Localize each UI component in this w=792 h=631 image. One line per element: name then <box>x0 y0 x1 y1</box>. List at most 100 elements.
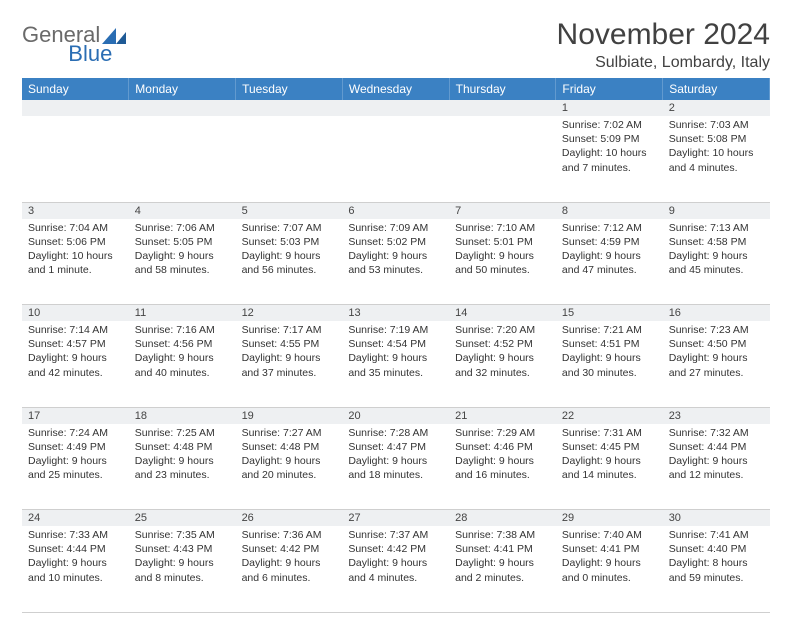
daylight-line: Daylight: 9 hours and 58 minutes. <box>135 249 230 277</box>
day-number: 17 <box>22 407 129 424</box>
day-number-row: 3456789 <box>22 202 770 219</box>
day-cell: Sunrise: 7:28 AMSunset: 4:47 PMDaylight:… <box>342 424 449 510</box>
day-details: Sunrise: 7:23 AMSunset: 4:50 PMDaylight:… <box>663 321 770 384</box>
day-cell <box>129 116 236 202</box>
sunset-line: Sunset: 4:55 PM <box>242 337 337 351</box>
sunset-line: Sunset: 4:46 PM <box>455 440 550 454</box>
sunset-line: Sunset: 5:09 PM <box>562 132 657 146</box>
day-number: 27 <box>342 510 449 527</box>
day-cell: Sunrise: 7:06 AMSunset: 5:05 PMDaylight:… <box>129 219 236 305</box>
day-cell: Sunrise: 7:27 AMSunset: 4:48 PMDaylight:… <box>236 424 343 510</box>
brand-word2: Blue <box>68 41 112 67</box>
day-details: Sunrise: 7:16 AMSunset: 4:56 PMDaylight:… <box>129 321 236 384</box>
daylight-line: Daylight: 9 hours and 18 minutes. <box>348 454 443 482</box>
day-number: 30 <box>663 510 770 527</box>
day-details: Sunrise: 7:37 AMSunset: 4:42 PMDaylight:… <box>342 526 449 589</box>
daylight-line: Daylight: 9 hours and 32 minutes. <box>455 351 550 379</box>
day-cell: Sunrise: 7:04 AMSunset: 5:06 PMDaylight:… <box>22 219 129 305</box>
sunset-line: Sunset: 4:40 PM <box>669 542 764 556</box>
header: General Blue November 2024 Sulbiate, Lom… <box>22 18 770 72</box>
sunrise-line: Sunrise: 7:02 AM <box>562 118 657 132</box>
day-cell: Sunrise: 7:29 AMSunset: 4:46 PMDaylight:… <box>449 424 556 510</box>
sunset-line: Sunset: 4:54 PM <box>348 337 443 351</box>
day-details: Sunrise: 7:21 AMSunset: 4:51 PMDaylight:… <box>556 321 663 384</box>
calendar-table: Sunday Monday Tuesday Wednesday Thursday… <box>22 78 770 613</box>
sunrise-line: Sunrise: 7:07 AM <box>242 221 337 235</box>
day-cell: Sunrise: 7:17 AMSunset: 4:55 PMDaylight:… <box>236 321 343 407</box>
day-details: Sunrise: 7:12 AMSunset: 4:59 PMDaylight:… <box>556 219 663 282</box>
day-cell: Sunrise: 7:19 AMSunset: 4:54 PMDaylight:… <box>342 321 449 407</box>
month-title: November 2024 <box>557 18 770 52</box>
day-number: 4 <box>129 202 236 219</box>
brand-logo: General Blue <box>22 22 128 48</box>
daylight-line: Daylight: 9 hours and 30 minutes. <box>562 351 657 379</box>
day-cell: Sunrise: 7:32 AMSunset: 4:44 PMDaylight:… <box>663 424 770 510</box>
daylight-line: Daylight: 9 hours and 53 minutes. <box>348 249 443 277</box>
sunset-line: Sunset: 4:42 PM <box>242 542 337 556</box>
day-cell: Sunrise: 7:21 AMSunset: 4:51 PMDaylight:… <box>556 321 663 407</box>
sunrise-line: Sunrise: 7:17 AM <box>242 323 337 337</box>
day-number: 14 <box>449 305 556 322</box>
day-number: 22 <box>556 407 663 424</box>
day-number: 28 <box>449 510 556 527</box>
day-details: Sunrise: 7:07 AMSunset: 5:03 PMDaylight:… <box>236 219 343 282</box>
day-number-row: 12 <box>22 100 770 116</box>
sunrise-line: Sunrise: 7:16 AM <box>135 323 230 337</box>
day-content-row: Sunrise: 7:02 AMSunset: 5:09 PM Daylight:… <box>22 116 770 202</box>
daylight-line: Daylight: 9 hours and 45 minutes. <box>669 249 764 277</box>
day-cell: Sunrise: 7:37 AMSunset: 4:42 PMDaylight:… <box>342 526 449 612</box>
day-cell: Sunrise: 7:24 AMSunset: 4:49 PMDaylight:… <box>22 424 129 510</box>
sunset-line: Sunset: 4:44 PM <box>28 542 123 556</box>
daylight-line: Daylight: 10 hours and 4 minutes. <box>669 146 764 174</box>
day-number: 11 <box>129 305 236 322</box>
day-details: Sunrise: 7:17 AMSunset: 4:55 PMDaylight:… <box>236 321 343 384</box>
day-details: Sunrise: 7:36 AMSunset: 4:42 PMDaylight:… <box>236 526 343 589</box>
sunset-line: Sunset: 4:57 PM <box>28 337 123 351</box>
daylight-line: Daylight: 9 hours and 4 minutes. <box>348 556 443 584</box>
day-cell: Sunrise: 7:31 AMSunset: 4:45 PMDaylight:… <box>556 424 663 510</box>
day-cell: Sunrise: 7:40 AMSunset: 4:41 PMDaylight:… <box>556 526 663 612</box>
day-cell: Sunrise: 7:25 AMSunset: 4:48 PMDaylight:… <box>129 424 236 510</box>
sunrise-line: Sunrise: 7:21 AM <box>562 323 657 337</box>
daylight-line: Daylight: 9 hours and 35 minutes. <box>348 351 443 379</box>
day-number: 26 <box>236 510 343 527</box>
day-details: Sunrise: 7:04 AMSunset: 5:06 PMDaylight:… <box>22 219 129 282</box>
sunrise-line: Sunrise: 7:04 AM <box>28 221 123 235</box>
day-number <box>129 100 236 116</box>
day-number: 3 <box>22 202 129 219</box>
day-number: 19 <box>236 407 343 424</box>
sunset-line: Sunset: 4:52 PM <box>455 337 550 351</box>
sunset-line: Sunset: 4:42 PM <box>348 542 443 556</box>
day-number: 2 <box>663 100 770 116</box>
daylight-line: Daylight: 8 hours and 59 minutes. <box>669 556 764 584</box>
day-details: Sunrise: 7:13 AMSunset: 4:58 PMDaylight:… <box>663 219 770 282</box>
weekday-header: Tuesday <box>236 78 343 100</box>
sunset-line: Sunset: 5:02 PM <box>348 235 443 249</box>
daylight-line: Daylight: 9 hours and 8 minutes. <box>135 556 230 584</box>
sunrise-line: Sunrise: 7:27 AM <box>242 426 337 440</box>
sunrise-line: Sunrise: 7:23 AM <box>669 323 764 337</box>
day-number: 13 <box>342 305 449 322</box>
day-number <box>236 100 343 116</box>
weekday-header-row: Sunday Monday Tuesday Wednesday Thursday… <box>22 78 770 100</box>
day-details: Sunrise: 7:27 AMSunset: 4:48 PMDaylight:… <box>236 424 343 487</box>
day-cell: Sunrise: 7:35 AMSunset: 4:43 PMDaylight:… <box>129 526 236 612</box>
sunrise-line: Sunrise: 7:14 AM <box>28 323 123 337</box>
day-details: Sunrise: 7:24 AMSunset: 4:49 PMDaylight:… <box>22 424 129 487</box>
day-number <box>342 100 449 116</box>
day-details: Sunrise: 7:35 AMSunset: 4:43 PMDaylight:… <box>129 526 236 589</box>
day-details: Sunrise: 7:28 AMSunset: 4:47 PMDaylight:… <box>342 424 449 487</box>
sunrise-line: Sunrise: 7:19 AM <box>348 323 443 337</box>
sunset-line: Sunset: 5:05 PM <box>135 235 230 249</box>
day-content-row: Sunrise: 7:24 AMSunset: 4:49 PMDaylight:… <box>22 424 770 510</box>
daylight-line: Daylight: 9 hours and 37 minutes. <box>242 351 337 379</box>
daylight-line: Daylight: 9 hours and 10 minutes. <box>28 556 123 584</box>
day-cell: Sunrise: 7:14 AMSunset: 4:57 PMDaylight:… <box>22 321 129 407</box>
day-cell: Sunrise: 7:09 AMSunset: 5:02 PMDaylight:… <box>342 219 449 305</box>
day-details: Sunrise: 7:29 AMSunset: 4:46 PMDaylight:… <box>449 424 556 487</box>
day-details: Sunrise: 7:32 AMSunset: 4:44 PMDaylight:… <box>663 424 770 487</box>
sunset-line: Sunset: 4:50 PM <box>669 337 764 351</box>
day-cell: Sunrise: 7:36 AMSunset: 4:42 PMDaylight:… <box>236 526 343 612</box>
calendar-page: General Blue November 2024 Sulbiate, Lom… <box>0 0 792 631</box>
day-number: 1 <box>556 100 663 116</box>
